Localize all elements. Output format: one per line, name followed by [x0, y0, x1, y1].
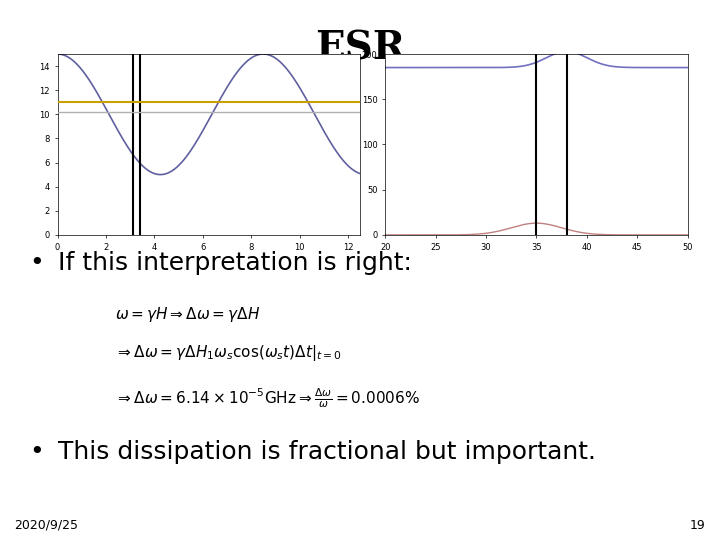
Text: ESR: ESR — [315, 30, 405, 68]
Text: $\Rightarrow \Delta\omega = \gamma \Delta H_1 \omega_s \cos(\omega_s t)\Delta t|: $\Rightarrow \Delta\omega = \gamma \Delt… — [115, 343, 342, 363]
Text: This dissipation is fractional but important.: This dissipation is fractional but impor… — [58, 440, 595, 464]
Text: •: • — [29, 251, 43, 275]
Text: 19: 19 — [690, 519, 706, 532]
Text: $\omega = \gamma H \Rightarrow \Delta\omega = \gamma \Delta H$: $\omega = \gamma H \Rightarrow \Delta\om… — [115, 305, 261, 324]
Text: •: • — [29, 440, 43, 464]
Text: 2020/9/25: 2020/9/25 — [14, 519, 78, 532]
Text: $\Rightarrow \Delta\omega = 6.14 \times 10^{-5} \mathrm{GHz} \Rightarrow \frac{\: $\Rightarrow \Delta\omega = 6.14 \times … — [115, 386, 420, 409]
Text: If this interpretation is right:: If this interpretation is right: — [58, 251, 411, 275]
